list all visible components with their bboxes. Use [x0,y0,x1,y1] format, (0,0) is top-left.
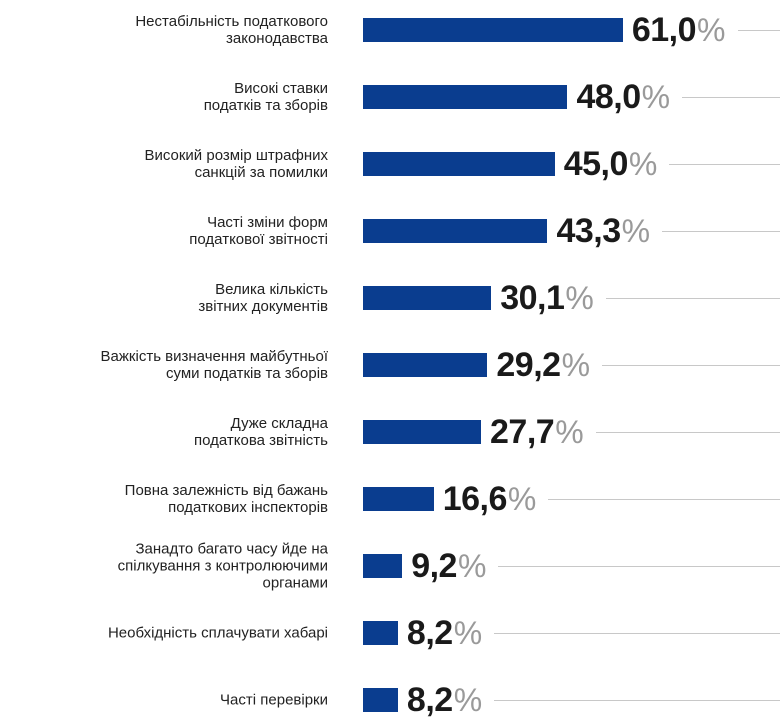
value-label-group: 48,0% [576,75,780,119]
bar [363,152,555,176]
value-label: 61,0 [631,10,697,49]
category-label: Високі ставки податків та зборів [203,80,328,114]
category-label: Часті перевірки [220,691,328,709]
leader-line [494,699,780,701]
category-label: Повна залежність від бажань податкових і… [124,482,328,516]
value-label-group: 43,3% [556,209,780,253]
category-label: Занадто багато часу йде на спілкування з… [117,540,328,592]
bar [363,487,434,511]
value-label-group: 30,1% [500,276,780,320]
bar [363,85,568,109]
category-label: Високий розмір штрафних санкцій за помил… [144,147,328,181]
value-label: 9,2 [411,546,457,585]
value-unit: % [453,681,483,718]
value-unit: % [457,547,487,584]
leader-line [662,230,780,232]
value-label: 16,6 [442,479,508,518]
value-unit: % [555,413,584,450]
value-unit: % [641,78,671,115]
value-unit: % [561,346,591,383]
category-label: Необхідність сплачувати хабарі [107,624,328,642]
value-label: 43,3 [556,211,621,250]
bar [363,18,623,42]
value-label-group: 29,2% [496,343,780,387]
bar [363,353,488,377]
category-label: Часті зміни форм податкової звітності [189,214,328,248]
value-unit: % [565,279,594,316]
category-label: Дуже складна податкова звітність [193,415,328,449]
value-unit: % [621,212,651,249]
leader-line [737,29,780,31]
leader-line [548,498,780,500]
value-label: 30,1 [500,278,565,317]
value-unit: % [628,145,658,182]
bar [363,420,481,444]
value-unit: % [697,11,726,48]
bar [363,219,548,243]
value-label: 29,2 [496,345,561,384]
bar [363,554,403,578]
value-label-group: 27,7% [490,410,780,454]
leader-line [498,565,780,567]
value-label: 27,7 [490,412,555,451]
leader-line [494,632,780,634]
bar [363,621,398,645]
leader-line [602,364,780,366]
bar [363,688,398,712]
leader-line [595,431,780,433]
value-label-group: 16,6% [443,477,780,521]
value-label-group: 45,0% [564,142,780,186]
category-label: Велика кількість звітних документів [198,281,328,315]
leader-line [682,96,780,98]
value-unit: % [507,480,537,517]
value-label: 8,2 [406,680,453,718]
value-label-group: 9,2% [411,544,780,588]
value-label-group: 61,0% [632,8,780,52]
leader-line [605,297,780,299]
bar [363,286,492,310]
value-label: 45,0 [563,144,629,183]
leader-line [669,163,780,165]
value-label: 48,0 [576,77,641,116]
category-label: Важкість визначення майбутньої суми пода… [100,348,328,382]
value-label: 8,2 [406,613,453,652]
value-label-group: 8,2% [407,678,780,718]
category-label: Нестабільність податкового законодавства [135,13,328,47]
value-unit: % [453,614,483,651]
value-label-group: 8,2% [407,611,780,655]
